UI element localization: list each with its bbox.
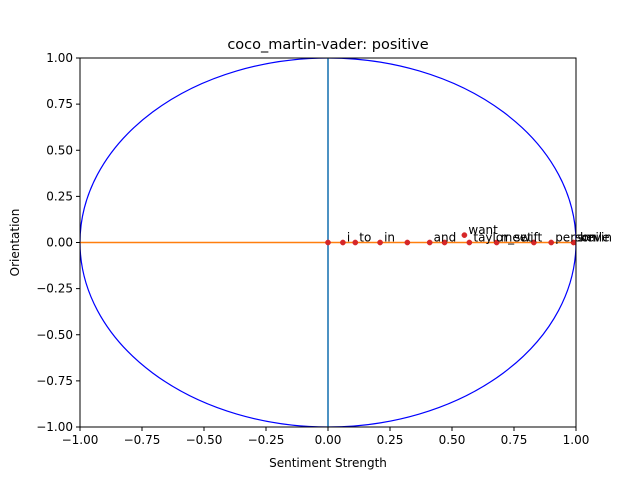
y-tick-label: −0.25: [36, 282, 73, 296]
x-tick-label: 0.50: [439, 433, 466, 447]
data-point: [461, 232, 468, 238]
x-tick-label: −0.50: [186, 433, 223, 447]
x-tick-label: −0.75: [124, 433, 161, 447]
y-tick-label: 0.00: [46, 236, 73, 250]
data-point: [530, 239, 537, 246]
data-point: [466, 239, 473, 246]
point-label: to: [359, 231, 371, 245]
data-point: [426, 239, 433, 246]
y-axis-label: Orientation: [8, 209, 22, 277]
y-tick-label: 0.50: [46, 143, 73, 157]
data-point: [548, 239, 555, 246]
point-label: meet: [501, 231, 532, 245]
data-point: [340, 239, 346, 246]
data-point: [325, 239, 331, 246]
point-label: i: [347, 231, 350, 245]
plot-contents: [80, 58, 576, 427]
point-label: and: [434, 231, 457, 245]
point-label: kevin: [580, 231, 612, 245]
x-axis-label: Sentiment Strength: [269, 456, 387, 470]
data-point: [377, 239, 383, 246]
x-tick-label: −0.25: [248, 433, 285, 447]
point-label: taylor_swift: [473, 231, 542, 245]
y-tick-label: −0.75: [36, 374, 73, 388]
x-tick-label: 0.25: [377, 433, 404, 447]
x-tick-label: 1.00: [563, 433, 590, 447]
point-label: in: [384, 231, 395, 245]
data-point: [493, 239, 500, 246]
x-tick-label: 0.75: [501, 433, 528, 447]
data-point: [352, 239, 359, 246]
x-tick-label: −1.00: [62, 433, 99, 447]
y-tick-label: 0.25: [46, 189, 73, 203]
x-tick-label: 0.00: [315, 433, 342, 447]
chart-title: coco_martin-vader: positive: [227, 37, 428, 53]
data-point: [573, 239, 576, 246]
y-tick-label: 1.00: [46, 51, 73, 65]
data-point: [404, 239, 411, 246]
y-tick-label: −1.00: [36, 420, 73, 434]
data-point: [441, 239, 448, 246]
y-tick-label: 0.75: [46, 97, 73, 111]
y-tick-label: −0.50: [36, 328, 73, 342]
point-label: want: [468, 223, 498, 237]
point-label: smile: [578, 231, 610, 245]
